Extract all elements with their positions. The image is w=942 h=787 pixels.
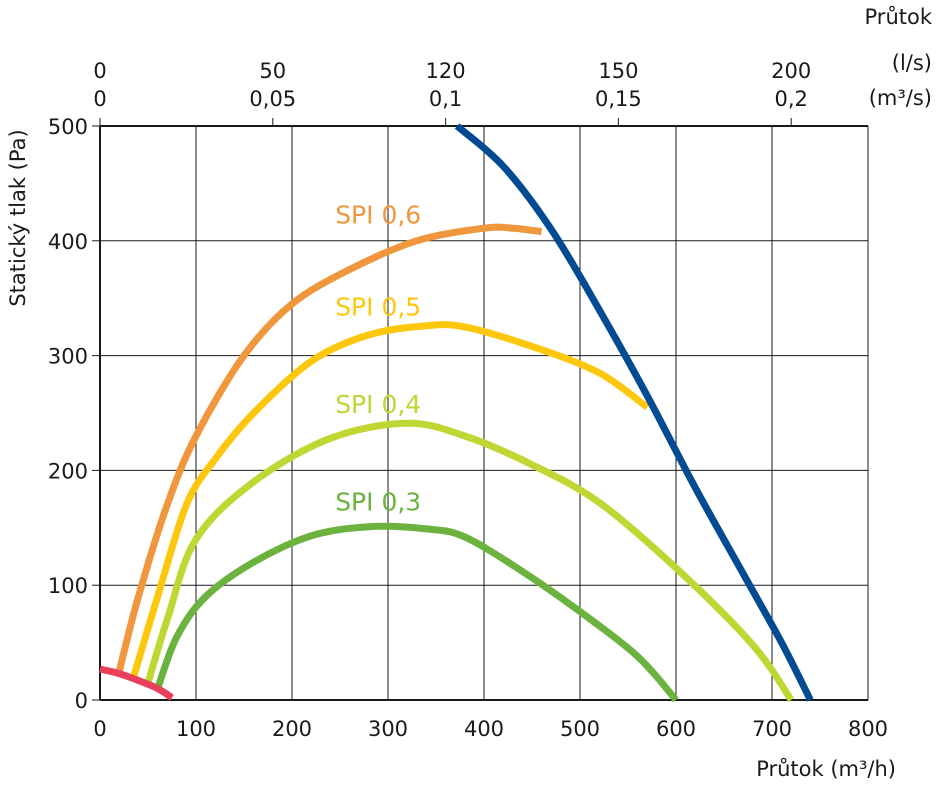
x-tick-label: 400: [464, 717, 504, 741]
x-tick-label: 100: [176, 717, 216, 741]
x-tick-label: 200: [272, 717, 312, 741]
series-line-spi-0-3: [154, 522, 679, 703]
x-tick-label: 500: [560, 717, 600, 741]
y-tick-label: 0: [75, 689, 88, 713]
top-tick-label-m3s: 0,15: [595, 87, 642, 111]
series-line-curve-4: [454, 123, 814, 702]
y-tick-label: 300: [48, 345, 88, 369]
series-label-spi-0-5: SPI 0,5: [335, 292, 421, 321]
top-tick-label-ls: 200: [771, 59, 811, 83]
top-tick-label-ls: 0: [93, 59, 106, 83]
series-line-spi-0-5: [130, 321, 650, 679]
y-tick-label: 400: [48, 230, 88, 254]
label-layer: SPI 0,6 SPI 0,5 SPI 0,4 SPI 0,3: [335, 201, 421, 517]
y-tick-label: 500: [48, 115, 88, 139]
top-tick-label-m3s: 0,1: [429, 87, 462, 111]
x-tick-label: 300: [368, 717, 408, 741]
top-tick-label-ls: 150: [598, 59, 638, 83]
y-tick-label: 200: [48, 459, 88, 483]
series-label-spi-0-4: SPI 0,4: [335, 390, 421, 419]
top-tick-label-ls: 50: [259, 59, 286, 83]
series-layer: [99, 123, 814, 703]
series-line-spi-0-4: [144, 419, 795, 702]
x-axis-label: Průtok (m³/h): [756, 757, 896, 781]
tick-layer: 0 100 200 300 400 500 600 700 800010020030040050…: [48, 59, 888, 741]
series-label-spi-0-6: SPI 0,6: [335, 201, 421, 230]
grid: [92, 118, 869, 701]
x-tick-label: 0: [93, 717, 106, 741]
y-axis-label: Statický tlak (Pa): [6, 129, 30, 306]
top-axis-title: Průtok: [865, 5, 933, 29]
x-tick-label: 800: [848, 717, 888, 741]
top-tick-label-m3s: 0,2: [774, 87, 807, 111]
series-line-curve-5: [99, 665, 174, 701]
series-line-spi-0-6: [115, 223, 543, 673]
top-axis-unit-m3s: (m³/s): [869, 86, 932, 110]
top-tick-label-m3s: 0,05: [249, 87, 296, 111]
x-tick-label: 600: [656, 717, 696, 741]
top-tick-label-m3s: 0: [93, 87, 106, 111]
top-tick-label-ls: 120: [426, 59, 466, 83]
x-tick-label: 700: [752, 717, 792, 741]
top-axis-unit-ls: (l/s): [892, 51, 932, 75]
series-label-spi-0-3: SPI 0,3: [335, 488, 421, 517]
y-tick-label: 100: [48, 574, 88, 598]
